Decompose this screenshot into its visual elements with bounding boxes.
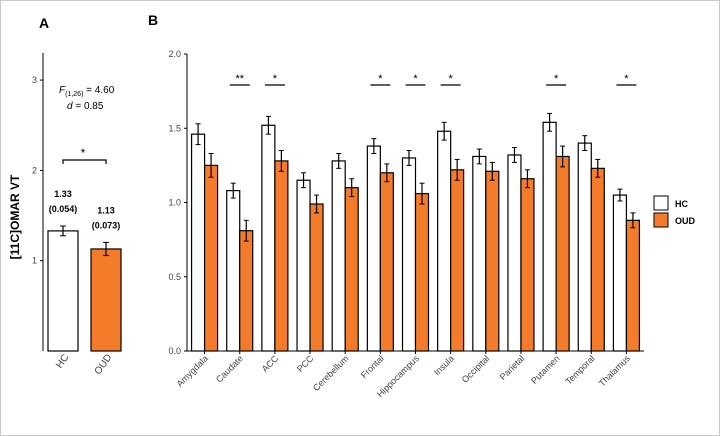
panel-a-d-stat: d = 0.85	[67, 101, 104, 112]
panel-b-bar-oud	[274, 160, 289, 352]
panel-a-x-tick-label: HC	[54, 352, 71, 370]
panel-b-bar-oud	[625, 219, 641, 352]
panel-b-bar-oud	[590, 167, 605, 352]
panel-b-bar-hc	[577, 142, 592, 352]
panel-b-bar-oud	[520, 178, 535, 352]
panel-a-y-tick-label: 3	[32, 75, 37, 85]
panel-a-f-stat: F(1,26) = 4.60	[59, 85, 115, 98]
panel-b-y-tick-label: 1.0	[168, 198, 181, 208]
panel-b-bar-oud	[203, 164, 219, 352]
panel-a-value-label: 1.13	[97, 205, 115, 215]
panel-a-sd-label: (0.073)	[92, 220, 121, 230]
panel-a-x-tick-label: OUD	[93, 352, 115, 377]
panel-b-x-tick-label: Frontal	[359, 353, 386, 380]
panel-b-x-tick-label: Occipital	[460, 353, 491, 384]
panel-b-y-tick-label: 1.5	[168, 123, 181, 133]
panel-a-significance: *	[81, 146, 86, 160]
panel-a-plot: 1 2 3 1.33 (0.054) HC 1.13 (0.073) OUD	[32, 53, 122, 377]
panel-b-x-tick-label: Parietal	[498, 353, 527, 382]
panel-b-bar-hc	[366, 145, 381, 352]
panel-b-bar-oud	[379, 172, 394, 352]
panel-b-x-tick-label: Caudate	[214, 353, 245, 384]
panel-b-significance-label: *	[413, 73, 418, 85]
legend-hc-swatch	[653, 195, 669, 211]
panel-b-bar-hc	[401, 157, 417, 352]
legend-oud-label: OUD	[675, 216, 696, 226]
panel-b-bar-hc	[190, 133, 206, 352]
panel-b-label: B	[148, 12, 158, 28]
panel-b-significance-label: *	[554, 73, 559, 85]
panel-b-significance-label: *	[624, 73, 629, 85]
panel-b-bar-oud	[309, 203, 324, 352]
panel-b-x-tick-label: Putamen	[529, 353, 562, 386]
panel-a-bar-hc	[47, 230, 79, 352]
panel-a-value-label: 1.33	[54, 189, 72, 199]
panel-b-y-tick-label: 2.0	[168, 49, 181, 59]
panel-a-significance-bracket	[62, 159, 107, 164]
legend-hc-label: HC	[675, 199, 688, 209]
panel-b-significance-label: *	[273, 73, 278, 85]
panel-b-bar-hc	[507, 154, 522, 352]
panel-a-label: A	[39, 15, 49, 31]
panel-b-bar-oud	[239, 230, 254, 352]
panel-b-bar-hc	[472, 155, 487, 352]
panel-b-significance-label: *	[378, 73, 383, 85]
panel-a-bar-oud	[90, 248, 122, 352]
panel-b-bar-hc	[296, 179, 311, 352]
panel-a-sd-label: (0.054)	[49, 204, 78, 214]
panel-b-y-tick-label: 0.5	[168, 272, 181, 282]
panel-b-y-tick-label: 0.0	[168, 346, 181, 356]
panel-b-bar-oud	[344, 187, 359, 352]
panel-b-bar-oud	[450, 169, 465, 352]
panel-b-significance-label: *	[449, 73, 454, 85]
legend-oud-swatch	[653, 212, 669, 228]
panel-a-ylabel: [11C]OMAR VT	[8, 174, 22, 259]
panel-b-bar-hc	[437, 130, 452, 352]
panel-b-x-tick-label: PCC	[295, 353, 316, 374]
panel-b-bar-oud	[485, 170, 500, 352]
panel-b-bar-hc	[226, 190, 241, 352]
panel-a-y-tick-label: 2	[32, 165, 37, 175]
panel-b-x-tick-label: Insula	[432, 353, 456, 377]
panel-a-y-tick-label: 1	[32, 256, 37, 266]
panel-b-x-tick-label: Cerebellum	[311, 353, 351, 393]
panel-b-bar-hc	[612, 194, 628, 352]
panel-b-x-tick-label: Temporal	[563, 353, 596, 386]
panel-b-x-tick-label: ACC	[260, 353, 281, 374]
panel-b-bar-oud	[555, 155, 570, 352]
panel-b-x-tick-label: Thalamus	[597, 353, 632, 388]
panel-b-significance-label: **	[235, 73, 244, 85]
panel-b-bar-hc	[542, 121, 557, 352]
panel-b-x-tick-label: Amygdala	[175, 353, 210, 388]
panel-b-bar-hc	[261, 124, 276, 352]
panel-b-bar-oud	[414, 192, 430, 352]
panel-b-bar-hc	[331, 160, 346, 352]
